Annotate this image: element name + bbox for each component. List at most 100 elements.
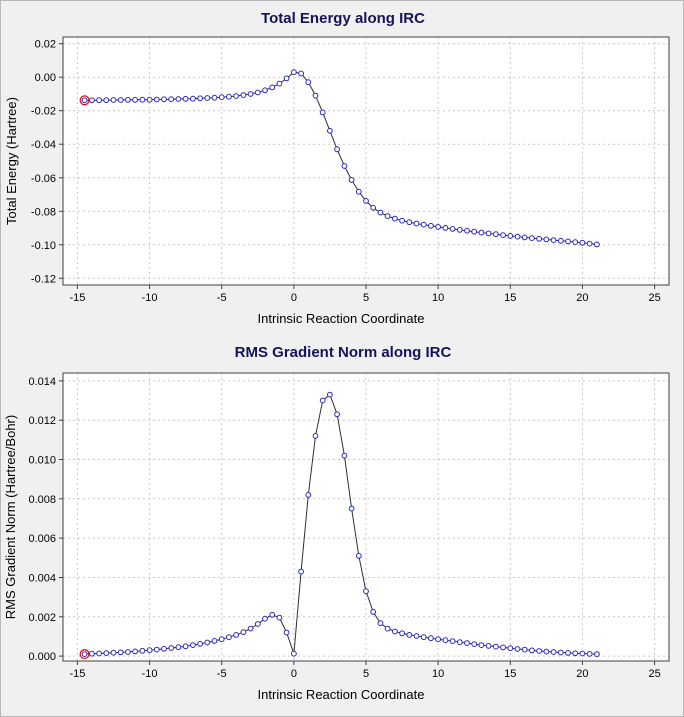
data-point-marker[interactable] bbox=[384, 213, 391, 220]
data-point-marker[interactable] bbox=[348, 505, 355, 512]
data-point-marker[interactable] bbox=[226, 634, 232, 641]
data-point-marker[interactable] bbox=[377, 620, 384, 627]
data-point-marker[interactable] bbox=[442, 637, 449, 644]
data-point-marker[interactable] bbox=[406, 632, 413, 638]
gradient-chart[interactable]: -15 -10 -5 0 5 10 15 20 25 0.000 0.002 0.004 0.006 0.… bbox=[1, 335, 684, 717]
data-point-marker[interactable] bbox=[572, 650, 579, 657]
data-point-marker[interactable] bbox=[276, 80, 283, 87]
data-point-marker[interactable] bbox=[392, 628, 398, 635]
data-point-marker[interactable] bbox=[557, 237, 564, 244]
data-point-marker[interactable] bbox=[428, 222, 434, 229]
data-point-marker[interactable] bbox=[471, 228, 478, 235]
data-point-marker[interactable] bbox=[420, 634, 427, 641]
data-point-marker[interactable] bbox=[413, 220, 420, 227]
data-point-marker[interactable] bbox=[370, 609, 377, 615]
data-point-marker[interactable] bbox=[536, 648, 542, 654]
data-point-marker[interactable] bbox=[428, 635, 434, 642]
data-point-marker[interactable] bbox=[168, 645, 175, 651]
data-point-marker[interactable] bbox=[521, 646, 528, 653]
data-point-marker[interactable] bbox=[298, 70, 305, 77]
data-point-marker[interactable] bbox=[139, 96, 146, 103]
data-point-marker[interactable] bbox=[305, 79, 312, 86]
data-point-marker[interactable] bbox=[550, 649, 557, 655]
data-point-marker[interactable] bbox=[240, 629, 247, 636]
data-point-marker[interactable] bbox=[161, 645, 167, 652]
data-point-marker[interactable] bbox=[327, 391, 333, 398]
data-point-marker[interactable] bbox=[572, 239, 579, 246]
data-point-marker[interactable] bbox=[125, 649, 131, 655]
data-point-marker[interactable] bbox=[175, 644, 182, 651]
data-point-marker[interactable] bbox=[586, 240, 593, 247]
data-point-marker[interactable] bbox=[132, 96, 139, 103]
data-point-marker[interactable] bbox=[478, 642, 485, 649]
data-point-marker[interactable] bbox=[117, 649, 124, 656]
data-point-marker[interactable] bbox=[291, 650, 297, 657]
data-point-marker[interactable] bbox=[456, 639, 463, 646]
data-point-marker[interactable] bbox=[146, 647, 153, 654]
selected-point-ring[interactable] bbox=[79, 649, 90, 660]
data-point-marker[interactable] bbox=[182, 643, 189, 650]
data-point-marker[interactable] bbox=[240, 92, 247, 98]
data-point-marker[interactable] bbox=[413, 633, 420, 639]
data-point-marker[interactable] bbox=[334, 146, 341, 153]
data-point-marker[interactable] bbox=[543, 648, 550, 655]
data-point-marker[interactable] bbox=[190, 95, 196, 102]
data-point-marker[interactable] bbox=[139, 647, 146, 654]
data-point-marker[interactable] bbox=[81, 97, 88, 104]
data-point-marker[interactable] bbox=[586, 651, 593, 657]
data-point-marker[interactable] bbox=[500, 232, 507, 239]
data-point-marker[interactable] bbox=[247, 91, 254, 97]
data-point-marker[interactable] bbox=[233, 632, 240, 638]
data-point-marker[interactable] bbox=[312, 92, 319, 99]
data-point-marker[interactable] bbox=[103, 97, 110, 104]
data-point-marker[interactable] bbox=[565, 238, 571, 245]
data-point-marker[interactable] bbox=[341, 163, 348, 169]
data-point-marker[interactable] bbox=[168, 96, 175, 103]
data-point-marker[interactable] bbox=[218, 94, 225, 101]
data-point-marker[interactable] bbox=[319, 109, 326, 116]
data-point-marker[interactable] bbox=[110, 97, 117, 103]
data-point-marker[interactable] bbox=[579, 239, 586, 246]
data-point-marker[interactable] bbox=[89, 650, 95, 657]
data-point-marker[interactable] bbox=[449, 226, 456, 232]
data-point-marker[interactable] bbox=[103, 650, 110, 657]
data-point-marker[interactable] bbox=[435, 224, 442, 230]
data-point-marker[interactable] bbox=[355, 188, 362, 195]
data-point-marker[interactable] bbox=[291, 69, 297, 76]
data-point-marker[interactable] bbox=[226, 93, 232, 100]
data-point-marker[interactable] bbox=[521, 234, 528, 241]
data-point-marker[interactable] bbox=[399, 630, 406, 637]
data-point-marker[interactable] bbox=[334, 411, 341, 418]
data-point-marker[interactable] bbox=[363, 198, 369, 204]
data-point-marker[interactable] bbox=[262, 87, 268, 94]
data-point-marker[interactable] bbox=[211, 638, 218, 644]
data-point-marker[interactable] bbox=[348, 177, 355, 183]
data-point-marker[interactable] bbox=[594, 651, 600, 658]
data-point-marker[interactable] bbox=[269, 611, 276, 618]
data-point-marker[interactable] bbox=[312, 433, 319, 439]
data-point-marker[interactable] bbox=[449, 638, 456, 645]
selected-point-ring[interactable] bbox=[79, 95, 90, 106]
data-point-marker[interactable] bbox=[500, 644, 507, 651]
data-point-marker[interactable] bbox=[319, 397, 326, 404]
data-point-marker[interactable] bbox=[435, 636, 442, 643]
data-point-marker[interactable] bbox=[153, 646, 160, 653]
data-point-marker[interactable] bbox=[406, 219, 413, 226]
data-point-marker[interactable] bbox=[182, 95, 189, 102]
data-point-marker[interactable] bbox=[146, 96, 153, 103]
data-point-marker[interactable] bbox=[204, 639, 211, 646]
data-point-marker[interactable] bbox=[298, 568, 305, 575]
data-point-marker[interactable] bbox=[471, 641, 478, 648]
data-point-marker[interactable] bbox=[594, 241, 600, 248]
data-point-marker[interactable] bbox=[493, 231, 499, 238]
data-point-marker[interactable] bbox=[110, 649, 117, 656]
data-point-marker[interactable] bbox=[125, 96, 131, 103]
data-point-marker[interactable] bbox=[456, 227, 463, 233]
data-point-marker[interactable] bbox=[254, 621, 261, 627]
data-point-marker[interactable] bbox=[507, 233, 514, 239]
data-point-marker[interactable] bbox=[132, 648, 139, 655]
data-point-marker[interactable] bbox=[175, 96, 182, 102]
data-point-marker[interactable] bbox=[276, 614, 283, 621]
data-point-marker[interactable] bbox=[514, 646, 521, 652]
data-point-marker[interactable] bbox=[254, 89, 261, 96]
